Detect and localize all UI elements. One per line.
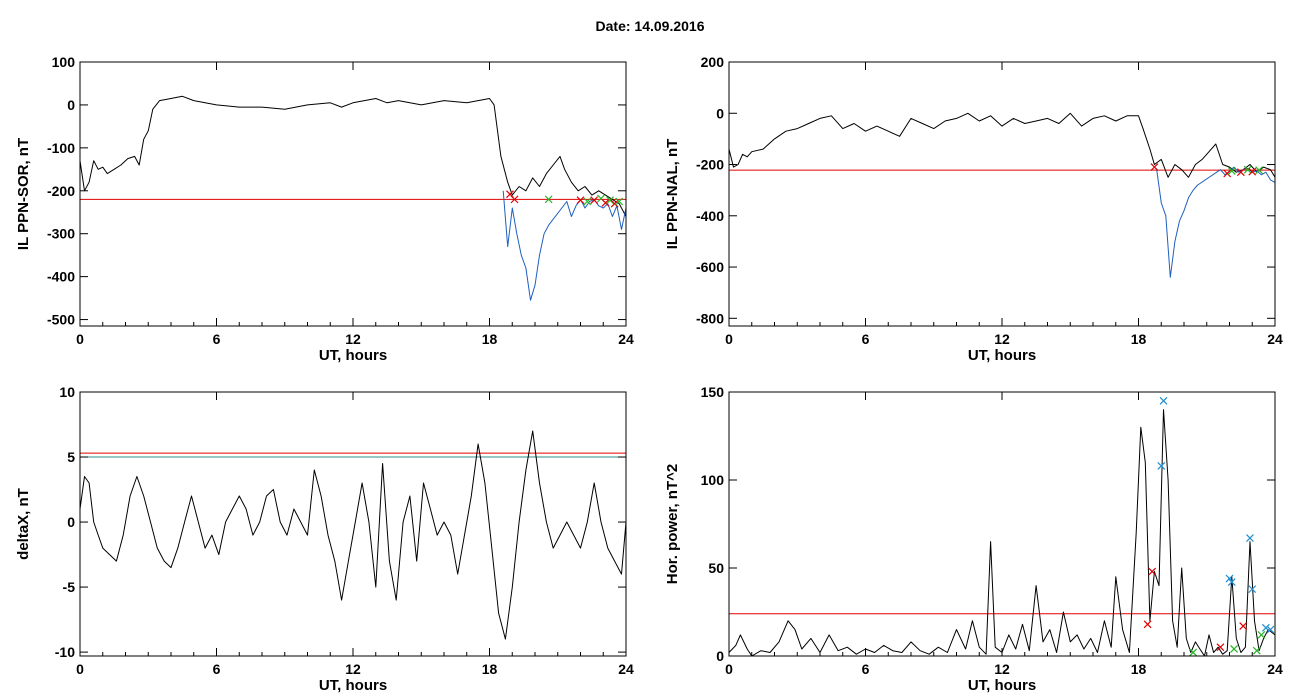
- data-marker-9: [1266, 625, 1275, 634]
- y-tick-label: -200: [696, 157, 724, 173]
- x-tick-label: 24: [618, 661, 634, 677]
- y-tick-label: -400: [696, 208, 724, 224]
- data-marker-5: [1227, 578, 1236, 587]
- data-marker-9: [610, 199, 619, 208]
- series-line-0: [728, 112, 1276, 178]
- y-tick-label: 0: [67, 97, 75, 113]
- chart-panel-deltax: 0 6 12 18 24 10 5 0 -5 -10 UT, hours deltaX, nT: [15, 384, 634, 694]
- y-tick-label: -800: [696, 310, 724, 326]
- y-tick-label: 200: [701, 54, 725, 70]
- y-tick-label: -300: [47, 226, 75, 242]
- x-tick-label: 12: [345, 661, 361, 677]
- data-marker-13: [1252, 646, 1261, 655]
- x-tick-label: 18: [1131, 661, 1147, 677]
- data-marker-4: [1225, 574, 1234, 583]
- data-marker-6: [1246, 534, 1254, 543]
- y-axis-label: deltaX, nT: [15, 488, 32, 560]
- x-tick-label: 24: [618, 331, 634, 347]
- y-tick-label: 0: [67, 514, 75, 530]
- y-tick-label: 10: [59, 384, 75, 400]
- data-marker-7: [601, 198, 610, 207]
- x-tick-label: 6: [213, 661, 221, 677]
- plot-frame: [79, 61, 627, 327]
- series-line-1: [1156, 166, 1276, 278]
- x-tick-label: 0: [725, 331, 733, 347]
- y-axis-label: IL PPN-NAL, nT: [664, 139, 681, 250]
- data-marker-8: [606, 196, 614, 205]
- data-marker-1: [1157, 461, 1166, 470]
- data-marker-2: [1227, 167, 1236, 175]
- x-tick-label: 12: [345, 331, 361, 347]
- y-tick-label: -100: [47, 140, 75, 156]
- x-tick-label: 24: [1267, 331, 1283, 347]
- x-tick-label: 18: [1131, 331, 1147, 347]
- y-tick-label: 150: [701, 384, 725, 400]
- series-line-0: [79, 430, 627, 640]
- data-marker-10: [1216, 643, 1225, 652]
- x-tick-label: 18: [482, 331, 498, 347]
- x-axis-label: UT, hours: [319, 677, 387, 694]
- plot-frame: [728, 61, 1276, 327]
- data-marker-1: [510, 195, 519, 204]
- data-marker-2: [544, 195, 553, 204]
- plot-frame: [79, 391, 627, 657]
- y-tick-label: 5: [67, 449, 75, 465]
- series-line-0: [728, 409, 1276, 657]
- y-tick-label: -500: [47, 312, 75, 328]
- data-marker-10: [615, 197, 624, 206]
- chart-panel-sor: 0 6 12 18 24 100 0 -100 -200 -300 -400 -500 UT, hour…: [15, 54, 634, 364]
- chart-panel-power: 0 6 12 18 24 150 100 50 0 UT, hours Hor. power, nT…: [664, 384, 1283, 694]
- y-axis-label: Hor. power, nT^2: [664, 464, 681, 584]
- x-tick-label: 6: [213, 331, 221, 347]
- y-tick-label: 0: [716, 648, 724, 664]
- y-tick-label: 50: [708, 560, 724, 576]
- x-tick-label: 0: [76, 661, 84, 677]
- y-tick-label: 0: [716, 105, 724, 121]
- y-tick-label: -5: [63, 579, 76, 595]
- y-tick-label: -400: [47, 269, 75, 285]
- chart-panel-nal: 0 6 12 18 24 200 0 -200 -400 -600 -800 UT, hours IL …: [664, 54, 1283, 364]
- data-marker-2: [1148, 567, 1157, 576]
- series-line-0: [79, 95, 627, 217]
- y-tick-label: -10: [55, 644, 75, 660]
- data-marker-1: [1223, 169, 1232, 178]
- x-tick-label: 0: [725, 661, 733, 677]
- y-tick-label: -600: [696, 259, 724, 275]
- data-marker-0: [1150, 163, 1159, 172]
- x-axis-label: UT, hours: [319, 347, 387, 364]
- y-tick-label: -200: [47, 183, 75, 199]
- data-marker-6: [1255, 166, 1263, 175]
- data-marker-12: [1239, 622, 1248, 631]
- x-axis-label: UT, hours: [968, 347, 1036, 364]
- data-marker-3: [1143, 620, 1152, 629]
- data-marker-4: [583, 197, 592, 206]
- data-marker-7: [1248, 585, 1257, 594]
- x-tick-label: 24: [1267, 661, 1283, 677]
- data-marker-14: [1189, 648, 1198, 657]
- data-marker-8: [1261, 623, 1270, 632]
- data-marker-15: [1257, 630, 1266, 639]
- data-marker-11: [1230, 645, 1238, 653]
- data-marker-0: [1159, 396, 1168, 405]
- plot-frame: [728, 391, 1276, 657]
- x-tick-label: 0: [76, 331, 84, 347]
- y-tick-label: 100: [701, 472, 725, 488]
- x-tick-label: 6: [862, 331, 870, 347]
- data-marker-3: [576, 196, 585, 205]
- x-axis-label: UT, hours: [968, 677, 1036, 694]
- x-tick-label: 12: [994, 661, 1010, 677]
- figure-title: Date: 14.09.2016: [595, 18, 705, 34]
- y-tick-label: 100: [52, 54, 76, 70]
- x-tick-label: 18: [482, 661, 498, 677]
- data-marker-5: [1248, 167, 1257, 176]
- data-marker-5: [590, 196, 599, 205]
- data-marker-4: [1243, 165, 1252, 174]
- x-tick-label: 12: [994, 331, 1010, 347]
- y-axis-label: IL PPN-SOR, nT: [15, 138, 32, 250]
- data-marker-3: [1236, 168, 1245, 177]
- x-tick-label: 6: [862, 661, 870, 677]
- series-line-1: [502, 190, 627, 301]
